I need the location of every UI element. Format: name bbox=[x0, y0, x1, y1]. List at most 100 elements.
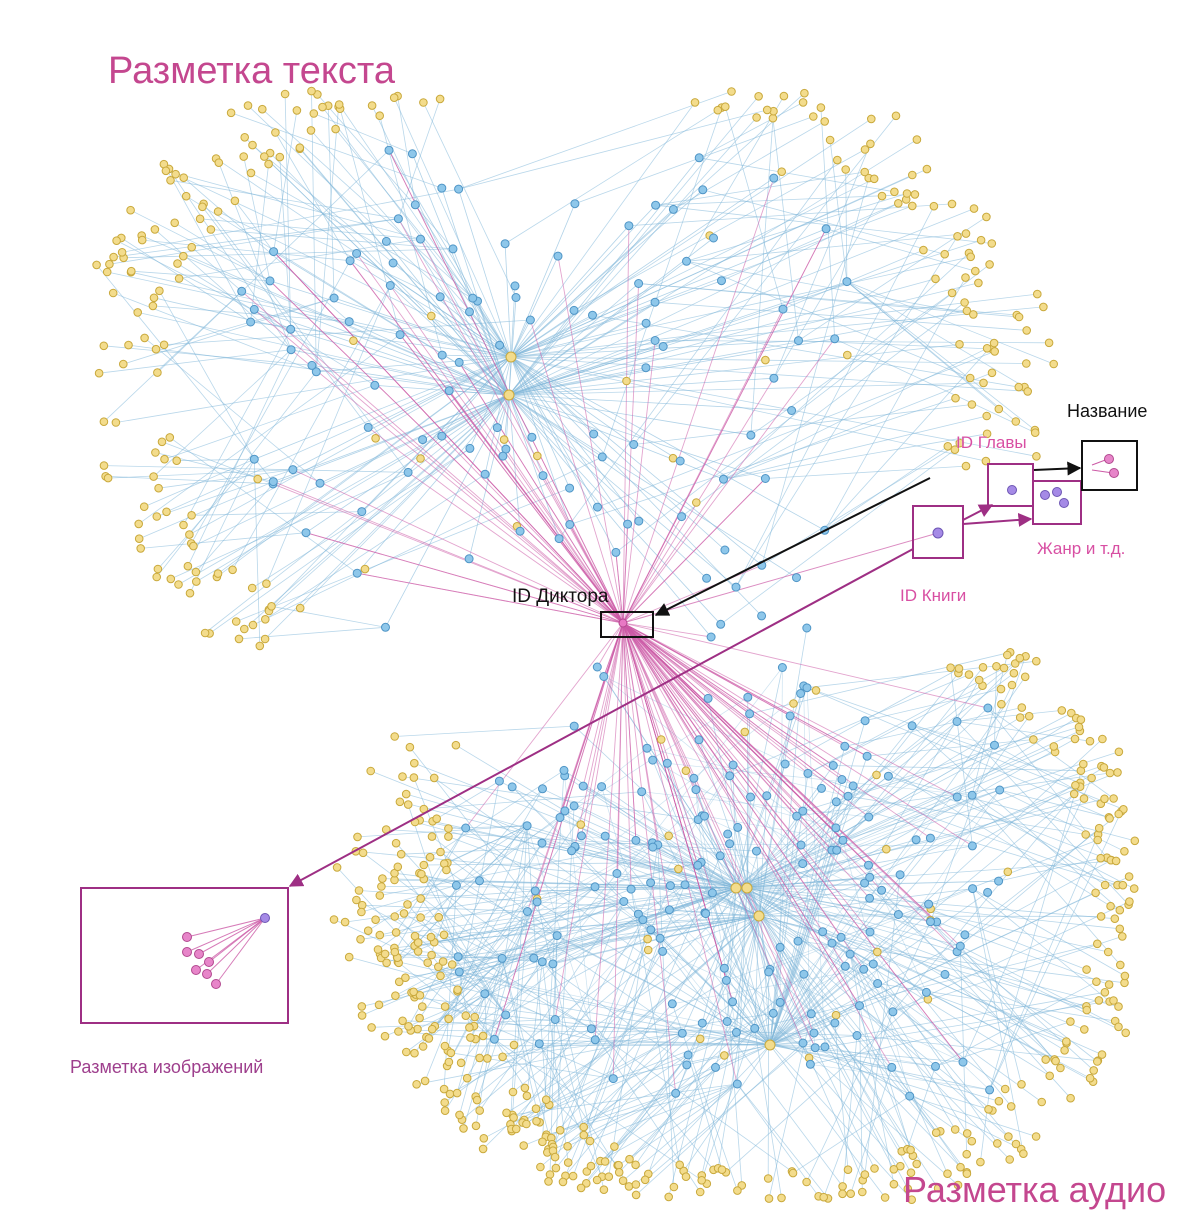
leaf-node[interactable] bbox=[1060, 1046, 1069, 1055]
leaf-node[interactable] bbox=[1121, 1028, 1130, 1038]
leaf-node[interactable] bbox=[536, 1162, 545, 1172]
leaf-node[interactable] bbox=[825, 135, 835, 145]
entity-node[interactable] bbox=[859, 964, 869, 974]
leaf-node[interactable] bbox=[240, 133, 249, 142]
entity-node[interactable] bbox=[843, 791, 853, 801]
leaf-node[interactable] bbox=[820, 117, 830, 126]
entity-node[interactable] bbox=[448, 244, 458, 254]
entity-node[interactable] bbox=[577, 831, 586, 841]
leaf-node[interactable] bbox=[391, 838, 401, 848]
leaf-node[interactable] bbox=[1062, 1037, 1071, 1046]
entity-node[interactable] bbox=[655, 933, 665, 943]
leaf-node[interactable] bbox=[809, 112, 818, 121]
leaf-node[interactable] bbox=[367, 101, 377, 110]
leaf-node[interactable] bbox=[999, 663, 1009, 673]
leaf-node[interactable] bbox=[371, 915, 380, 925]
leaf-node[interactable] bbox=[1019, 1149, 1028, 1158]
leaf-node[interactable] bbox=[800, 88, 809, 98]
entity-node[interactable] bbox=[410, 200, 420, 210]
leaf-node[interactable] bbox=[544, 1177, 553, 1186]
leaf-node[interactable] bbox=[307, 86, 316, 96]
entity-node[interactable] bbox=[608, 1074, 618, 1084]
leaf-node[interactable] bbox=[1005, 1155, 1015, 1164]
leaf-node[interactable] bbox=[262, 579, 271, 589]
entity-node[interactable] bbox=[569, 801, 579, 811]
leaf-node[interactable] bbox=[640, 1175, 650, 1185]
leaf-node[interactable] bbox=[656, 735, 666, 744]
leaf-node[interactable] bbox=[243, 101, 253, 110]
entity-node[interactable] bbox=[600, 831, 610, 841]
entity-node[interactable] bbox=[952, 717, 962, 726]
leaf-node[interactable] bbox=[931, 1128, 941, 1137]
entity-node[interactable] bbox=[437, 183, 447, 193]
leaf-node[interactable] bbox=[444, 832, 453, 841]
leaf-node[interactable] bbox=[532, 1116, 541, 1126]
leaf-node[interactable] bbox=[187, 242, 196, 252]
leaf-node[interactable] bbox=[967, 1136, 977, 1146]
title-node[interactable] bbox=[1109, 468, 1119, 478]
leaf-node[interactable] bbox=[191, 567, 201, 577]
entity-node[interactable] bbox=[842, 277, 852, 287]
leaf-node[interactable] bbox=[92, 260, 101, 270]
leaf-node[interactable] bbox=[713, 105, 723, 115]
leaf-node[interactable] bbox=[752, 113, 761, 122]
entity-node[interactable] bbox=[437, 431, 447, 441]
leaf-node[interactable] bbox=[1017, 1080, 1026, 1089]
leaf-node[interactable] bbox=[987, 368, 997, 378]
leaf-node[interactable] bbox=[610, 1142, 619, 1151]
leaf-node[interactable] bbox=[1105, 814, 1114, 823]
leaf-node[interactable] bbox=[1106, 901, 1115, 911]
leaf-node[interactable] bbox=[367, 1023, 376, 1032]
entity-node[interactable] bbox=[352, 568, 362, 578]
leaf-node[interactable] bbox=[378, 874, 387, 883]
leaf-node[interactable] bbox=[434, 962, 443, 972]
leaf-node[interactable] bbox=[117, 248, 127, 257]
leaf-node[interactable] bbox=[356, 935, 365, 944]
leaf-node[interactable] bbox=[933, 1184, 943, 1193]
entity-node[interactable] bbox=[624, 221, 634, 231]
entity-node[interactable] bbox=[732, 1079, 742, 1089]
entity-node[interactable] bbox=[799, 969, 809, 979]
leaf-node[interactable] bbox=[413, 938, 423, 947]
leaf-node[interactable] bbox=[1098, 734, 1107, 744]
leaf-node[interactable] bbox=[961, 461, 971, 471]
leaf-node[interactable] bbox=[1031, 1132, 1041, 1141]
leaf-node[interactable] bbox=[1114, 747, 1124, 757]
entity-node[interactable] bbox=[787, 406, 797, 415]
leaf-node[interactable] bbox=[427, 832, 437, 841]
entity-node[interactable] bbox=[381, 236, 391, 246]
leaf-node[interactable] bbox=[1085, 736, 1095, 746]
leaf-node[interactable] bbox=[681, 1172, 691, 1181]
leaf-node[interactable] bbox=[1124, 872, 1134, 881]
entity-node[interactable] bbox=[701, 909, 711, 919]
entity-node[interactable] bbox=[269, 247, 279, 257]
entity-node[interactable] bbox=[650, 336, 660, 345]
entity-node[interactable] bbox=[743, 692, 753, 702]
leaf-node[interactable] bbox=[360, 564, 370, 574]
leaf-node[interactable] bbox=[140, 333, 149, 343]
leaf-node[interactable] bbox=[717, 1165, 727, 1174]
entity-node[interactable] bbox=[559, 765, 569, 775]
entity-node[interactable] bbox=[668, 204, 678, 214]
entity-node[interactable] bbox=[698, 185, 708, 195]
entity-node[interactable] bbox=[268, 477, 278, 487]
leaf-node[interactable] bbox=[192, 577, 201, 586]
leaf-node[interactable] bbox=[894, 199, 903, 208]
leaf-node[interactable] bbox=[226, 108, 236, 118]
entity-node[interactable] bbox=[752, 846, 761, 856]
leaf-node[interactable] bbox=[155, 286, 164, 296]
entity-node[interactable] bbox=[403, 467, 413, 477]
leaf-node[interactable] bbox=[309, 109, 319, 118]
entity-node[interactable] bbox=[775, 997, 785, 1007]
entity-node[interactable] bbox=[746, 430, 756, 440]
entity-node[interactable] bbox=[798, 806, 808, 816]
entity-node[interactable] bbox=[454, 967, 464, 977]
leaf-node[interactable] bbox=[436, 971, 445, 981]
leaf-node[interactable] bbox=[261, 615, 270, 624]
leaf-node[interactable] bbox=[789, 699, 798, 708]
leaf-node[interactable] bbox=[754, 92, 763, 101]
entity-node[interactable] bbox=[510, 281, 520, 291]
leaf-node[interactable] bbox=[1079, 759, 1088, 769]
leaf-node[interactable] bbox=[371, 434, 380, 443]
entity-node[interactable] bbox=[407, 149, 417, 159]
